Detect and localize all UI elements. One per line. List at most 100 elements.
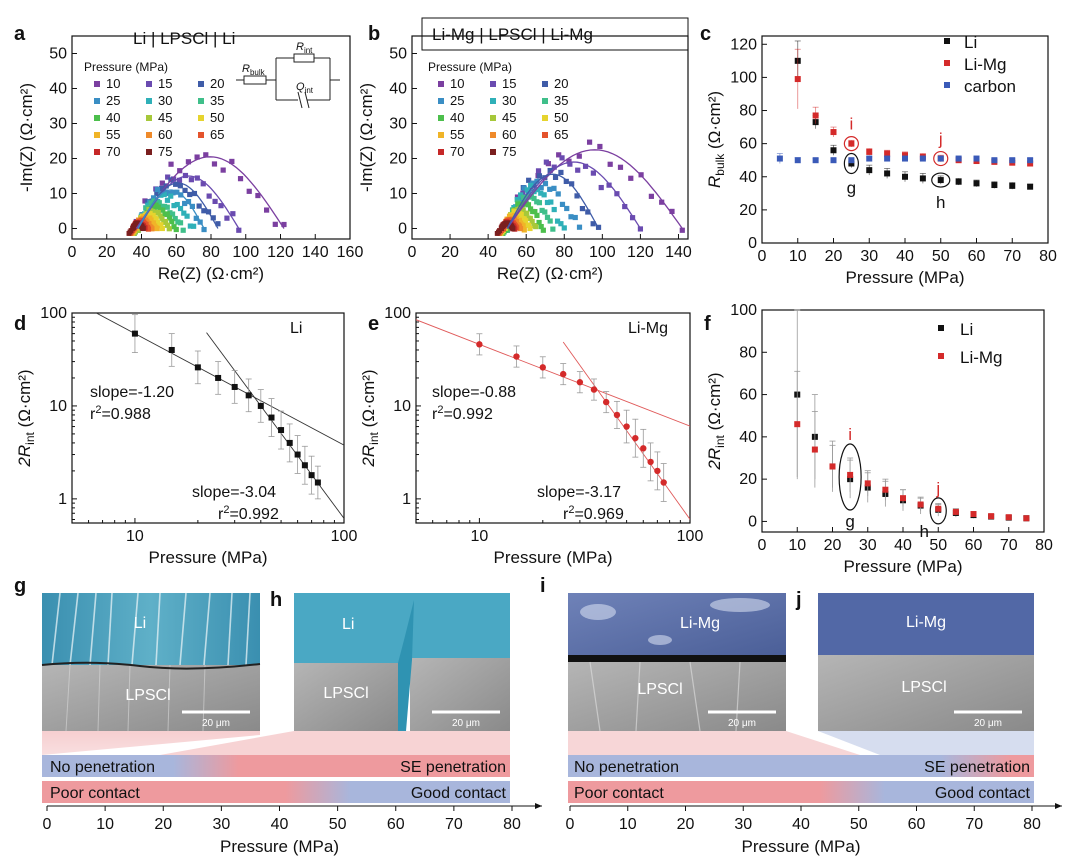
panel-b-title-box xyxy=(421,17,689,51)
nyquist-point xyxy=(173,181,179,187)
nyquist-point xyxy=(561,225,567,231)
nyquist-point xyxy=(182,200,188,207)
legend-swatch xyxy=(198,98,204,104)
legend-label: 40 xyxy=(106,110,120,125)
legend-label: 25 xyxy=(450,93,464,108)
d-annot-1-r2: r2=0.988 xyxy=(90,404,151,423)
legend-swatch xyxy=(490,149,496,155)
sem-h-lpscl-left xyxy=(294,663,398,731)
nyquist-point xyxy=(538,190,544,196)
nyquist-point xyxy=(158,222,164,228)
data-point-li-mg xyxy=(829,463,836,470)
nyquist-point xyxy=(521,185,527,191)
panel-a: a 0 20 40 60 80 100 120 140 160 0 10 20 30 40 50 Re(Z) … xyxy=(14,23,363,283)
nyquist-point xyxy=(586,139,593,145)
nyquist-point xyxy=(211,161,218,167)
nyquist-point xyxy=(533,224,539,230)
data-point-carbon xyxy=(991,157,998,164)
panel-f: f 0 10 20 30 40 50 60 70 80 0 20 40 60 80 100 Pressure … xyxy=(704,302,1053,576)
bar-x-axis-title: Pressure (MPa) xyxy=(220,837,339,856)
legend-swatch xyxy=(438,98,444,104)
x-axis-title: Re(Z) (Ω·cm²) xyxy=(497,264,603,283)
y-tick-label: 20 xyxy=(49,151,67,168)
nyquist-point xyxy=(174,201,180,208)
nyquist-point xyxy=(155,219,161,226)
nyquist-point xyxy=(566,158,572,164)
bar-right-axis: 0 10 20 30 40 50 60 70 80 Pressure (MPa) xyxy=(566,803,1062,856)
legend-label: 45 xyxy=(158,110,172,125)
nyquist-point xyxy=(516,217,522,223)
data-point-li-mg xyxy=(882,486,889,493)
rint-loglog-limg: 10 100 1 10 100 Pressure (MPa) 2Rint (Ω·cm²) xyxy=(359,305,703,567)
nyquist-fit-curve xyxy=(137,189,205,229)
nyquist-point xyxy=(622,203,628,210)
nyquist-point xyxy=(559,201,566,208)
nyquist-point xyxy=(585,209,591,215)
nyquist-point xyxy=(554,218,561,224)
y-tick-label: 0 xyxy=(748,513,757,530)
legend-swatch xyxy=(438,132,444,138)
sem-i-lpscl-texture xyxy=(589,661,741,732)
fit-line xyxy=(95,313,344,446)
y-tick-label: 60 xyxy=(739,136,757,153)
marker-h-label: h xyxy=(920,522,929,541)
sem-g-li-texture xyxy=(51,592,251,666)
plot-frame xyxy=(415,312,691,524)
nyquist-point xyxy=(154,225,160,232)
data-point-carbon xyxy=(794,157,801,164)
legend-swatch xyxy=(944,60,950,66)
x-tick-label: 60 xyxy=(517,244,535,261)
legend-label: 35 xyxy=(210,93,224,108)
connector-h xyxy=(160,731,510,755)
data-point-carbon xyxy=(902,155,908,162)
marker-j-label: j xyxy=(935,479,940,498)
data-point-carbon xyxy=(955,155,962,162)
legend-swatch xyxy=(94,98,100,104)
nyquist-point xyxy=(210,215,216,221)
data-point-li-mg xyxy=(811,446,818,453)
legend-swatch xyxy=(146,132,152,138)
e-annot-1-slope: slope=-0.88 xyxy=(432,384,516,401)
nyquist-point xyxy=(523,218,529,224)
connector-j xyxy=(818,731,1034,755)
x-tick-label: 70 xyxy=(1003,248,1021,265)
nyquist-point xyxy=(206,193,212,199)
nyquist-point xyxy=(203,152,209,158)
bar-left-row2-right-label: Good contact xyxy=(411,785,507,802)
legend-swatch xyxy=(438,115,444,121)
y-tick-label: 20 xyxy=(739,471,757,488)
bar-x-axis-title: Pressure (MPa) xyxy=(741,837,860,856)
x-tick-label: 70 xyxy=(1000,537,1018,554)
data-point-li-mg xyxy=(1005,514,1012,521)
data-point-carbon xyxy=(1027,157,1034,164)
y-tick-label: 1 xyxy=(402,491,411,508)
panel-letter-i: i xyxy=(540,575,546,597)
legend-label: 50 xyxy=(210,110,224,125)
sem-g-bottom-label: LPSCl xyxy=(125,687,170,704)
y-axis-title: Rbulk (Ω·cm²) xyxy=(705,91,727,188)
nyquist-point xyxy=(518,211,524,218)
legend-swatch xyxy=(94,81,100,87)
nyquist-plot-limg: 0 20 40 60 80 100 120 140 0 10 20 30 40 50 Re(Z) (Ω·cm… xyxy=(357,35,692,283)
circuit-sub: int xyxy=(304,46,313,55)
y-tick-label: 50 xyxy=(49,46,67,63)
sem-h-top-label: Li xyxy=(342,616,354,633)
nyquist-point xyxy=(264,207,270,213)
panel-letter-f: f xyxy=(704,313,711,335)
nyquist-point xyxy=(220,167,226,173)
nyquist-point xyxy=(160,207,166,213)
data-point-carbon xyxy=(848,157,855,164)
nyquist-point xyxy=(541,192,547,198)
nyquist-point xyxy=(201,208,207,214)
nyquist-point xyxy=(559,155,565,161)
legend-swatch xyxy=(542,98,548,104)
legend-label: 50 xyxy=(554,110,568,125)
nyquist-plot-li: 0 20 40 60 80 100 120 140 160 0 10 20 30 40 50 Re(Z) (Ω… xyxy=(17,35,363,283)
y-tick-label: 0 xyxy=(58,221,67,238)
legend-swatch xyxy=(198,115,204,121)
nyquist-point xyxy=(606,182,612,188)
nyquist-point xyxy=(590,221,596,227)
marker-h-ellipse xyxy=(929,497,947,525)
data-point-li xyxy=(973,180,980,187)
nyquist-point xyxy=(551,185,557,191)
